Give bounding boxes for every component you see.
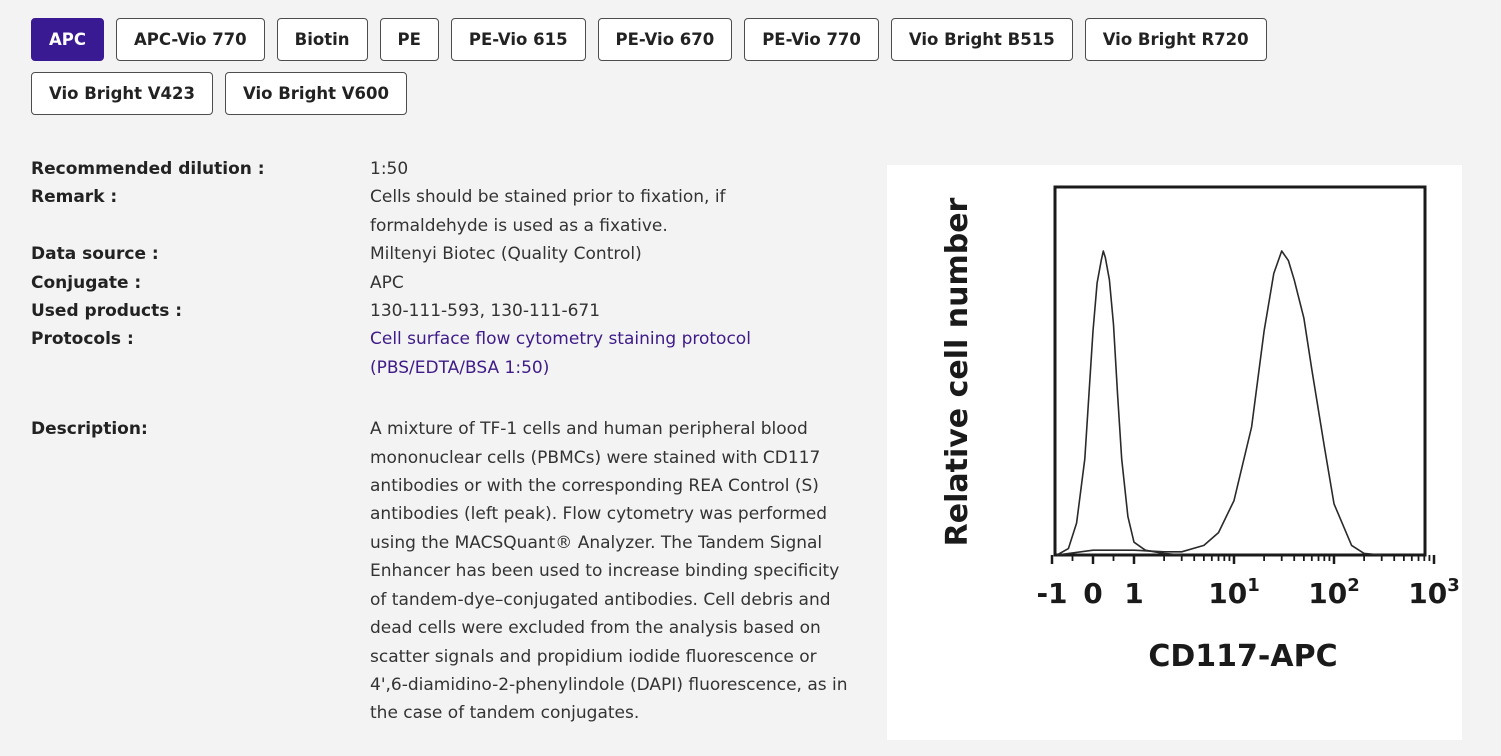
y-axis-label: Relative cell number: [940, 197, 975, 546]
x-axis-label: CD117-APC: [1148, 639, 1337, 674]
tab-vio-bright-b515[interactable]: Vio Bright B515: [890, 18, 1073, 61]
x-tick-label: 0: [1083, 577, 1102, 610]
conjugate-value: APC: [370, 272, 404, 293]
data-source-row: Data source : Miltenyi Biotec (Quality C…: [31, 240, 861, 268]
x-tick-label: 101: [1208, 575, 1260, 610]
conjugate-tabs: APC APC-Vio 770 Biotin PE PE-Vio 615 PE-…: [31, 18, 1431, 115]
dilution-row: Recommended dilution : 1:50: [31, 155, 861, 183]
used-products-label: Used products :: [31, 301, 183, 322]
protocols-row: Protocols : Cell surface flow cytometry …: [31, 325, 861, 382]
tab-pe[interactable]: PE: [379, 18, 439, 61]
protocols-label: Protocols :: [31, 329, 134, 350]
x-tick-label: -1: [1036, 577, 1067, 610]
plot-frame: [1053, 185, 1427, 557]
tab-vio-bright-v600[interactable]: Vio Bright V600: [225, 72, 407, 115]
tab-pe-vio-615[interactable]: PE-Vio 615: [450, 18, 586, 61]
tab-vio-bright-r720[interactable]: Vio Bright R720: [1084, 18, 1267, 61]
dilution-label: Recommended dilution :: [31, 159, 265, 179]
tab-pe-vio-670[interactable]: PE-Vio 670: [597, 18, 733, 61]
remark-label: Remark :: [31, 187, 118, 208]
conjugate-label: Conjugate :: [31, 272, 142, 293]
protocol-link[interactable]: Cell surface flow cytometry staining pro…: [370, 329, 751, 378]
tab-biotin[interactable]: Biotin: [276, 18, 368, 61]
control-peak-curve: [1056, 250, 1182, 556]
product-details: Recommended dilution : 1:50 Remark : Cel…: [31, 155, 861, 728]
used-products-value: 130-111-593, 130-111-671: [370, 301, 601, 322]
tab-pe-vio-770[interactable]: PE-Vio 770: [744, 18, 879, 61]
cd117-peak-curve: [1056, 250, 1382, 556]
data-source-label: Data source :: [31, 244, 159, 265]
description-label: Description:: [31, 419, 148, 440]
remark-value: Cells should be stained prior to fixatio…: [370, 187, 726, 236]
tab-apc-vio-770[interactable]: APC-Vio 770: [115, 18, 265, 61]
tab-vio-bright-v423[interactable]: Vio Bright V423: [31, 72, 213, 115]
tab-apc[interactable]: APC: [31, 18, 104, 61]
flow-cytometry-histogram: Relative cell number CD117-APC -1 0 1 101 10…: [887, 165, 1462, 740]
x-tick-label: 102: [1308, 575, 1360, 610]
histogram-chart: Relative cell number CD117-APC -1 0 1 101 10…: [940, 185, 1460, 674]
remark-row: Remark : Cells should be stained prior t…: [31, 183, 861, 240]
description-row: Description: A mixture of TF-1 cells and…: [31, 415, 861, 727]
description-value: A mixture of TF-1 cells and human periph…: [370, 419, 848, 724]
data-source-value: Miltenyi Biotec (Quality Control): [370, 244, 642, 265]
x-tick-label: 103: [1408, 575, 1460, 610]
x-tick-label: 1: [1124, 577, 1143, 610]
dilution-value: 1:50: [370, 159, 409, 179]
used-products-row: Used products : 130-111-593, 130-111-671: [31, 297, 861, 325]
conjugate-row: Conjugate : APC: [31, 269, 861, 297]
